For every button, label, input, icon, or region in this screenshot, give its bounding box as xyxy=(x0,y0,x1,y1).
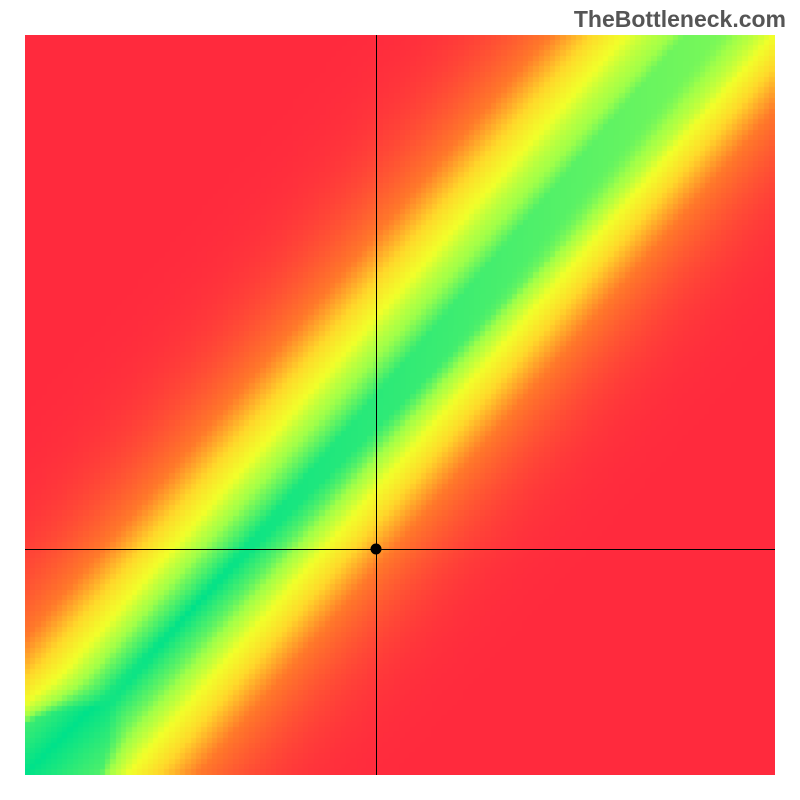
crosshair-vertical xyxy=(376,35,377,775)
bottleneck-heatmap xyxy=(25,35,775,775)
marker-point xyxy=(371,544,382,555)
watermark-text: TheBottleneck.com xyxy=(574,6,786,33)
crosshair-horizontal xyxy=(25,549,775,550)
chart-container: TheBottleneck.com xyxy=(0,0,800,800)
